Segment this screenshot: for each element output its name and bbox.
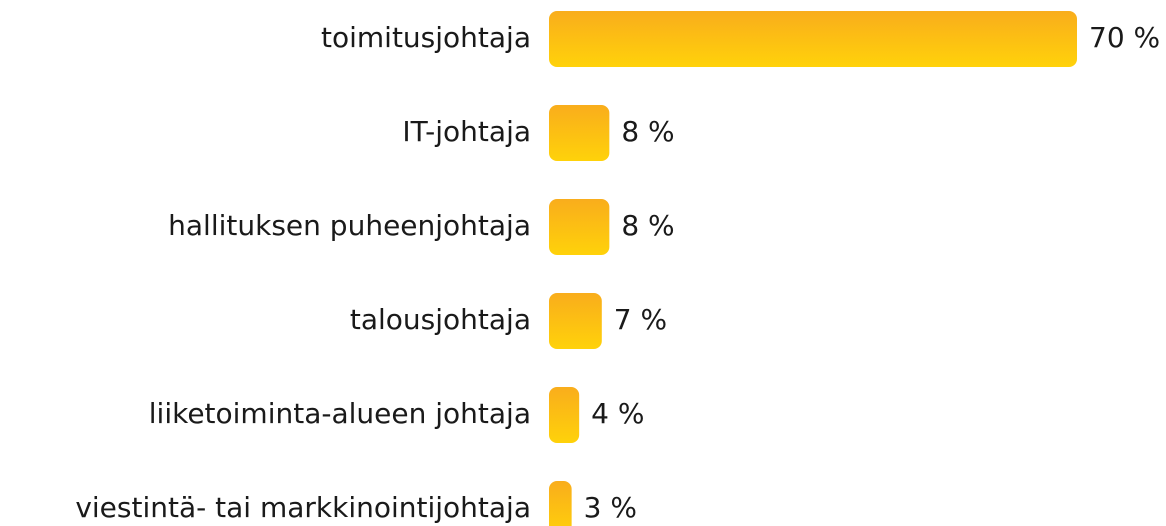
bar <box>549 387 580 443</box>
bar <box>549 11 1077 67</box>
category-label: viestintä- tai markkinointijohtaja <box>75 491 531 524</box>
bar <box>549 199 610 255</box>
category-label: talousjohtaja <box>350 303 531 336</box>
category-label: toimitusjohtaja <box>321 21 531 54</box>
category-label: IT-johtaja <box>402 115 531 148</box>
bar <box>549 105 610 161</box>
value-label: 8 % <box>621 209 674 242</box>
category-label: hallituksen puheenjohtaja <box>168 209 531 242</box>
value-label: 4 % <box>591 397 644 430</box>
category-label: liiketoiminta-alueen johtaja <box>149 397 531 430</box>
value-label: 70 % <box>1089 21 1160 54</box>
value-label: 3 % <box>584 491 637 524</box>
bar <box>549 293 602 349</box>
bar <box>549 481 572 526</box>
value-label: 7 % <box>614 303 667 336</box>
value-label: 8 % <box>621 115 674 148</box>
